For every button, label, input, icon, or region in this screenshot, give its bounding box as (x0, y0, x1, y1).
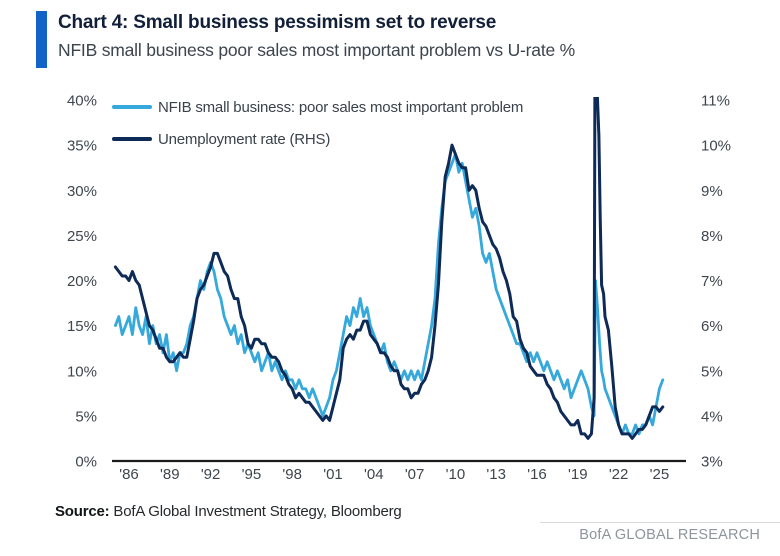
legend-label-unemployment: Unemployment rate (RHS) (158, 130, 331, 148)
nfib-series-line (114, 152, 665, 436)
left-axis-tick-label: 30% (67, 183, 97, 200)
source-line: Source: BofA Global Investment Strategy,… (55, 503, 402, 520)
source-text: BofA Global Investment Strategy, Bloombe… (113, 503, 402, 520)
page-subtitle: NFIB small business poor sales most impo… (58, 40, 576, 60)
x-axis-tick-label: '89 (160, 466, 180, 483)
left-axis-tick-label: 25% (67, 228, 97, 245)
right-axis-tick-label: 9% (701, 183, 723, 200)
left-axis-tick-label: 40% (67, 93, 97, 110)
right-axis-tick-label: 4% (701, 408, 723, 425)
right-axis-tick-label: 10% (701, 138, 731, 155)
left-axis-tick-label: 15% (67, 318, 97, 335)
x-axis-tick-label: '13 (486, 466, 506, 483)
right-axis-tick-label: 3% (701, 454, 723, 471)
left-axis-tick-label: 0% (75, 454, 97, 471)
left-axis-tick-label: 35% (67, 138, 97, 155)
legend-item-nfib: NFIB small business: poor sales most imp… (112, 95, 523, 119)
left-axis-tick-label: 5% (75, 408, 97, 425)
x-axis-tick-label: '98 (282, 466, 302, 483)
unemployment-line-swatch-icon (112, 137, 152, 141)
left-axis-tick-label: 10% (67, 363, 97, 380)
x-axis-tick-label: '95 (242, 466, 262, 483)
page-title: Chart 4: Small business pessimism set to… (58, 12, 497, 33)
x-axis-tick-label: '07 (405, 466, 425, 483)
right-axis-tick-label: 7% (701, 273, 723, 290)
legend-label-nfib: NFIB small business: poor sales most imp… (158, 98, 524, 116)
footer-divider (540, 522, 780, 523)
nfib-line-swatch-icon (112, 105, 152, 109)
x-axis-tick-label: '10 (446, 466, 466, 483)
x-axis-tick-label: '92 (201, 466, 221, 483)
chart-legend: NFIB small business: poor sales most imp… (112, 95, 523, 159)
unemployment-series-line (113, 97, 665, 440)
x-axis-tick-label: '19 (568, 466, 588, 483)
x-axis-tick-label: '16 (527, 466, 547, 483)
accent-bar (36, 11, 47, 68)
x-axis-tick-label: '01 (323, 466, 343, 483)
right-axis-tick-label: 5% (701, 363, 723, 380)
x-axis-tick-label: '25 (650, 466, 670, 483)
right-axis-tick-label: 11% (701, 93, 730, 110)
x-axis-tick-label: '04 (364, 466, 384, 483)
source-label: Source: (55, 503, 110, 520)
legend-item-unemployment: Unemployment rate (RHS) (112, 127, 523, 151)
x-axis-tick-label: '86 (119, 466, 139, 483)
x-axis-tick-label: '22 (609, 466, 629, 483)
footer-brand: BofA GLOBAL RESEARCH (579, 527, 760, 543)
right-axis-tick-label: 6% (701, 318, 723, 335)
left-axis-tick-label: 20% (67, 273, 97, 290)
right-axis-tick-label: 8% (701, 228, 723, 245)
